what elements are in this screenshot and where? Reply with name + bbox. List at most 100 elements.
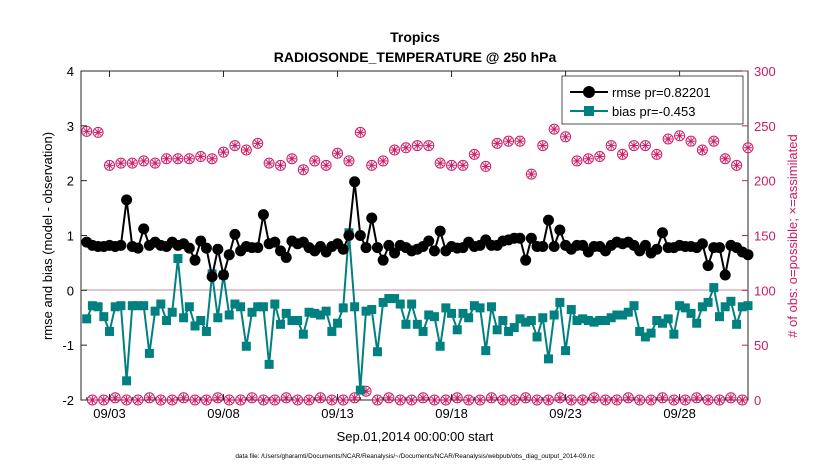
bias-point [355, 385, 365, 395]
bias-point [509, 323, 519, 333]
obs-possible-circle [531, 394, 543, 406]
obs-assimilated-cross-d2 [533, 396, 541, 404]
rmse-point [742, 249, 754, 261]
bias-point [298, 329, 308, 339]
bias-point [469, 301, 479, 311]
rmse-point [280, 251, 292, 263]
obs-assimilated-cross-d2 [624, 394, 632, 402]
obs-count-marker-low [166, 394, 178, 406]
obs-count-marker-low [542, 394, 554, 406]
rmse-point [423, 235, 435, 247]
obs-assimilated-cross-d2 [151, 159, 159, 167]
bias-point [287, 315, 297, 325]
bias-point [521, 317, 531, 327]
obs-possible-circle [434, 157, 446, 169]
rmse-point [269, 236, 281, 248]
obs-possible-circle [143, 392, 155, 404]
obs-assimilated-cross-d2 [271, 396, 279, 404]
obs-count-marker-low [189, 394, 201, 406]
bias-point [680, 303, 690, 313]
bias-point [447, 308, 457, 318]
bias-point [600, 315, 610, 325]
obs-possible-circle [406, 394, 418, 406]
obs-assimilated-cross-d2 [374, 396, 381, 404]
obs-count-marker-low [98, 394, 110, 406]
obs-assimilated-cross-d2 [89, 396, 96, 404]
obs-assimilated-cross-d2 [602, 396, 609, 404]
obs-count-marker-low [634, 394, 646, 406]
obs-possible-circle [451, 392, 463, 404]
obs-count-marker [263, 157, 275, 169]
obs-count-marker [366, 159, 378, 171]
bias-point [390, 294, 400, 304]
obs-assimilated-cross-d2 [448, 161, 455, 169]
obs-possible-circle [617, 148, 629, 160]
obs-possible-circle [446, 159, 458, 171]
obs-assimilated-cross-d2 [664, 135, 672, 143]
rmse-point [223, 249, 235, 261]
obs-count-marker [628, 140, 640, 152]
obs-count-marker-low [143, 392, 155, 404]
obs-possible-circle [286, 153, 298, 165]
obs-count-marker [206, 153, 218, 165]
y-tick-label-right: 150 [754, 229, 776, 244]
rmse-point [713, 242, 725, 254]
obs-possible-circle [229, 140, 241, 152]
obs-assimilated-cross-d2 [642, 142, 649, 149]
obs-assimilated-cross-d2 [453, 394, 461, 402]
obs-assimilated-cross-d2 [436, 159, 444, 167]
obs-count-marker-low [121, 394, 133, 406]
obs-possible-circle [366, 159, 378, 171]
bias-point [543, 354, 553, 364]
x-tick-label: 09/08 [207, 406, 240, 421]
y-tick-label-left: 1 [67, 229, 74, 244]
obs-possible-circle [200, 394, 212, 406]
obs-count-marker [571, 155, 583, 167]
bias-point [127, 301, 137, 311]
bias-point [190, 321, 200, 331]
y-tick-label-left: 0 [67, 283, 74, 298]
obs-possible-circle [115, 157, 127, 169]
obs-assimilated-cross-d2 [311, 157, 319, 165]
bias-point [407, 299, 417, 309]
bias-point [435, 341, 445, 351]
bias-point [304, 307, 314, 317]
obs-assimilated-cross-d2 [721, 155, 729, 163]
rmse-point [218, 269, 230, 281]
obs-count-marker [218, 146, 230, 158]
bias-point [657, 318, 667, 328]
obs-assimilated-cross-d2 [431, 396, 438, 404]
obs-possible-circle [394, 394, 406, 406]
obs-possible-circle [702, 394, 714, 406]
obs-possible-circle [428, 394, 440, 406]
obs-possible-circle [485, 392, 497, 404]
obs-count-marker [92, 126, 104, 138]
chart-title: Tropics [390, 29, 440, 45]
obs-assimilated-cross-d2 [522, 394, 530, 402]
obs-count-marker [457, 159, 469, 171]
obs-assimilated-cross-d2 [317, 394, 324, 402]
obs-possible-circle [92, 126, 104, 138]
bias-point [486, 302, 496, 312]
bias-point [526, 315, 536, 325]
obs-assimilated-cross-d2 [288, 155, 296, 163]
obs-count-marker [172, 153, 184, 165]
obs-possible-circle [457, 159, 469, 171]
y-tick-label-right: 200 [754, 174, 776, 189]
obs-possible-circle [206, 153, 218, 165]
bias-point [595, 315, 605, 325]
obs-assimilated-cross-d2 [191, 396, 199, 404]
obs-count-marker-low [303, 394, 315, 406]
obs-possible-circle [246, 392, 258, 404]
obs-possible-circle [263, 157, 275, 169]
obs-count-marker-low [497, 394, 509, 406]
obs-count-marker-low [280, 392, 292, 404]
obs-count-marker-low [292, 394, 304, 406]
obs-possible-circle [172, 153, 184, 165]
obs-assimilated-cross-d2 [687, 137, 695, 145]
obs-possible-circle [98, 394, 110, 406]
rmse-point [132, 242, 144, 254]
bias-point [743, 301, 753, 311]
obs-count-marker-low [611, 394, 623, 406]
obs-count-marker [423, 140, 435, 152]
